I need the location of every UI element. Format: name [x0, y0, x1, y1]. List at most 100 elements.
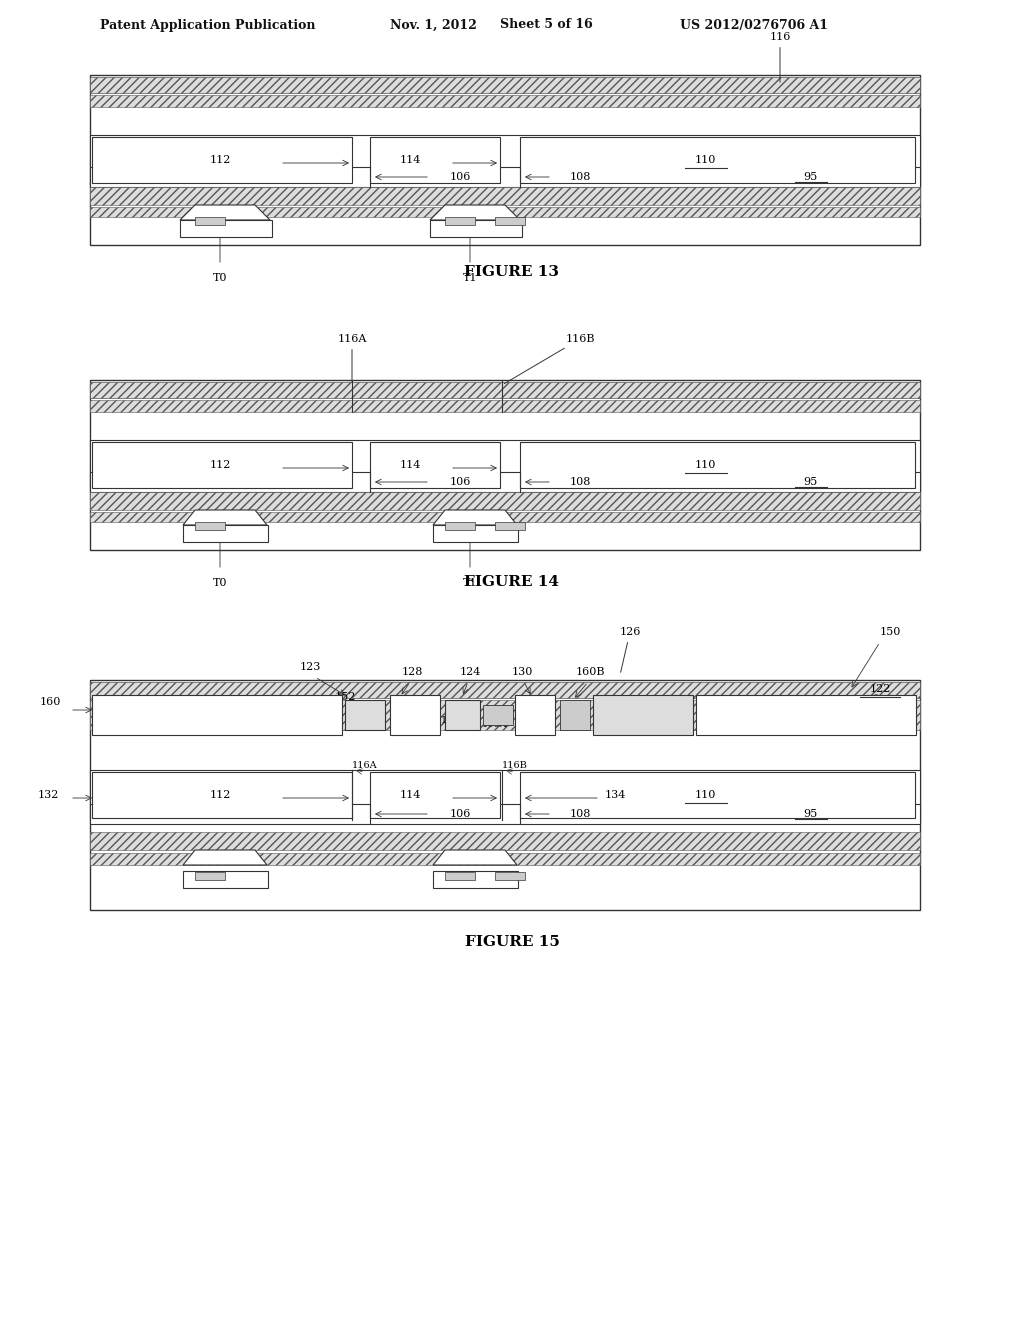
- Polygon shape: [90, 75, 920, 246]
- Text: 126: 126: [620, 627, 641, 672]
- Polygon shape: [90, 473, 920, 492]
- Polygon shape: [92, 772, 352, 818]
- Text: 160A: 160A: [482, 719, 508, 729]
- Text: 116B: 116B: [502, 762, 528, 770]
- Polygon shape: [90, 95, 920, 107]
- Text: 108: 108: [569, 172, 591, 182]
- Text: 108: 108: [569, 809, 591, 818]
- Text: FIGURE 14: FIGURE 14: [465, 576, 559, 589]
- Polygon shape: [90, 832, 920, 850]
- Text: 128: 128: [401, 667, 423, 677]
- Text: US 2012/0276706 A1: US 2012/0276706 A1: [680, 18, 828, 32]
- Polygon shape: [183, 850, 267, 865]
- Text: 110: 110: [694, 459, 716, 470]
- Text: 130: 130: [511, 667, 532, 677]
- Text: 160B: 160B: [575, 667, 605, 677]
- Text: 116A: 116A: [352, 762, 378, 770]
- Text: FIGURE 13: FIGURE 13: [465, 265, 559, 279]
- Text: T0: T0: [213, 578, 227, 587]
- Text: 95: 95: [803, 477, 817, 487]
- Polygon shape: [445, 700, 480, 730]
- Polygon shape: [90, 440, 920, 490]
- Text: 150: 150: [880, 627, 901, 638]
- Polygon shape: [180, 220, 272, 238]
- Text: 112: 112: [209, 154, 230, 165]
- Polygon shape: [90, 135, 920, 185]
- Polygon shape: [90, 77, 920, 92]
- Text: 132: 132: [37, 789, 58, 800]
- Text: 123: 123: [299, 663, 321, 672]
- Polygon shape: [430, 220, 522, 238]
- Polygon shape: [445, 873, 475, 880]
- Polygon shape: [370, 772, 500, 818]
- Polygon shape: [433, 850, 517, 865]
- Text: 110: 110: [694, 789, 716, 800]
- Polygon shape: [90, 700, 920, 730]
- Polygon shape: [696, 696, 916, 735]
- Polygon shape: [90, 682, 920, 698]
- Polygon shape: [560, 700, 590, 730]
- Text: Sheet 5 of 16: Sheet 5 of 16: [500, 18, 593, 32]
- Polygon shape: [433, 510, 517, 525]
- Polygon shape: [520, 442, 915, 488]
- Text: 124: 124: [460, 667, 480, 677]
- Text: 106: 106: [450, 172, 471, 182]
- Polygon shape: [515, 696, 555, 735]
- Polygon shape: [90, 512, 920, 521]
- Polygon shape: [180, 205, 270, 220]
- Polygon shape: [345, 700, 385, 730]
- Text: T1: T1: [463, 273, 477, 282]
- Polygon shape: [433, 525, 518, 543]
- Polygon shape: [195, 521, 225, 531]
- Text: 158A: 158A: [389, 715, 415, 725]
- Text: 116: 116: [769, 32, 791, 82]
- Text: 154: 154: [440, 715, 460, 725]
- Text: FIGURE 15: FIGURE 15: [465, 935, 559, 949]
- Polygon shape: [183, 510, 267, 525]
- Polygon shape: [90, 680, 920, 909]
- Polygon shape: [430, 205, 520, 220]
- Polygon shape: [593, 696, 693, 735]
- Polygon shape: [370, 137, 500, 183]
- Text: 160: 160: [39, 697, 60, 708]
- Polygon shape: [390, 696, 440, 735]
- Polygon shape: [90, 770, 920, 820]
- Text: T1: T1: [463, 578, 477, 587]
- Polygon shape: [370, 442, 500, 488]
- Polygon shape: [445, 216, 475, 224]
- Polygon shape: [90, 380, 920, 550]
- Polygon shape: [520, 137, 915, 183]
- Text: 95: 95: [803, 172, 817, 182]
- Text: 116A: 116A: [337, 334, 367, 383]
- Text: 106: 106: [450, 809, 471, 818]
- Polygon shape: [92, 696, 342, 735]
- Text: 134: 134: [604, 789, 626, 800]
- Polygon shape: [90, 804, 920, 824]
- Text: 156B: 156B: [623, 715, 648, 725]
- Polygon shape: [90, 187, 920, 205]
- Text: 122: 122: [869, 684, 891, 694]
- Text: 106: 106: [450, 477, 471, 487]
- Polygon shape: [495, 873, 525, 880]
- Polygon shape: [90, 168, 920, 187]
- Polygon shape: [445, 521, 475, 531]
- Polygon shape: [90, 381, 920, 399]
- Polygon shape: [433, 871, 518, 888]
- Text: Patent Application Publication: Patent Application Publication: [100, 18, 315, 32]
- Text: 112: 112: [209, 789, 230, 800]
- Polygon shape: [183, 871, 268, 888]
- Polygon shape: [92, 137, 352, 183]
- Polygon shape: [495, 216, 525, 224]
- Text: T0: T0: [213, 273, 227, 282]
- Polygon shape: [90, 853, 920, 865]
- Polygon shape: [520, 772, 915, 818]
- Text: 114: 114: [399, 154, 421, 165]
- Polygon shape: [90, 207, 920, 216]
- Polygon shape: [92, 442, 352, 488]
- Polygon shape: [195, 216, 225, 224]
- Polygon shape: [90, 400, 920, 412]
- Text: 95: 95: [803, 809, 817, 818]
- Text: 114: 114: [399, 789, 421, 800]
- Text: 156: 156: [761, 715, 779, 725]
- Polygon shape: [495, 521, 525, 531]
